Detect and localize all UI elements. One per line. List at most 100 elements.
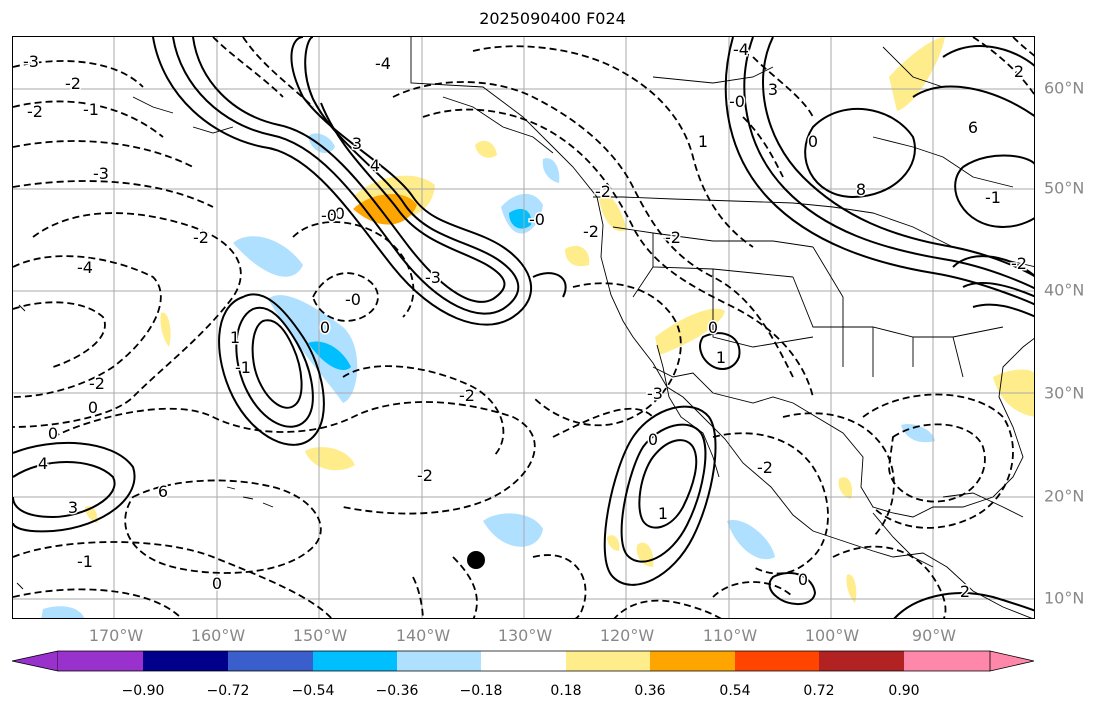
contour-label: 1 (698, 132, 708, 151)
contour-label: -3 (93, 164, 109, 183)
colorbar (11, 650, 1035, 672)
contour-label: -3 (647, 384, 663, 403)
yellow-patch (607, 535, 620, 551)
contour-label: -4 (375, 54, 391, 73)
colorbar-tick-label: −0.18 (459, 683, 503, 699)
contour-label: 0 (808, 132, 818, 151)
yellow-patch (599, 195, 627, 232)
colorbar-tick-label: −0.36 (375, 683, 419, 699)
contour-label: -0 (345, 290, 361, 309)
yellow-patch (353, 193, 417, 225)
colorbar-tick-label: 0.72 (803, 683, 835, 699)
contour-label: 6 (158, 482, 168, 501)
colorbar-segment (819, 651, 904, 671)
longitude-tick-label: 90°W (911, 626, 957, 645)
longitude-tick-label: 150°W (292, 626, 348, 645)
colorbar-tick-label: 0.54 (719, 683, 751, 699)
dashed-contours (13, 37, 1034, 618)
contour-label: -0 (321, 206, 337, 225)
contour-label: -2 (1011, 254, 1027, 273)
contour-label: 1 (658, 504, 668, 523)
colorbar-segment (735, 651, 819, 671)
contour-label: 4 (370, 156, 380, 175)
colorbar-extend-low (11, 650, 59, 672)
yellow-patch (889, 37, 945, 111)
contour-label: 0 (648, 430, 658, 449)
contour-label: -1 (77, 552, 93, 571)
yellow-patch (636, 542, 654, 567)
contour-label: 3 (768, 80, 778, 99)
latitude-tick-label: 20°N (1044, 486, 1085, 506)
contour-label: -4 (733, 40, 749, 59)
longitude-tick-label: 130°W (497, 626, 553, 645)
contour-label: 6 (968, 118, 978, 137)
longitude-tick-label: 110°W (702, 626, 758, 645)
colorbar-segment (566, 651, 650, 671)
colorbar-tick-label: −0.54 (291, 683, 335, 699)
colorbar-tick-label: −0.72 (206, 683, 250, 699)
colorbar-outline (58, 650, 990, 672)
contour-label: -1 (83, 100, 99, 119)
colorbar-segment (313, 651, 397, 671)
blue-patch (542, 158, 560, 183)
yellow-patch (475, 140, 497, 158)
map-title: 2025090400 F024 (479, 9, 626, 28)
colorbar-segment (904, 651, 990, 671)
longitude-tick-label: 140°W (395, 626, 451, 645)
graticule (13, 37, 1034, 618)
colorbar-segment (650, 651, 735, 671)
latitude-tick-label: 30°N (1044, 383, 1085, 403)
contour-label: -0 (329, 204, 345, 223)
contour-label: -2 (665, 228, 681, 247)
contour-label: -4 (77, 258, 93, 277)
blue-patch (727, 519, 775, 560)
blue-patch (308, 133, 335, 153)
contour-label: -1 (985, 188, 1001, 207)
location-marker (467, 551, 485, 569)
solid-contours (13, 37, 1034, 618)
contour-label: 0 (212, 574, 222, 593)
contour-label: -2 (65, 74, 81, 93)
colorbar-tick-label: 0.18 (550, 683, 582, 699)
shading-layer (41, 37, 1034, 618)
colorbar-segment (397, 651, 481, 671)
contour-label: 8 (856, 180, 866, 199)
contour-label: -2 (193, 228, 209, 247)
blue-patch (483, 513, 543, 547)
longitude-tick-label: 170°W (88, 626, 144, 645)
contour-label: -2 (27, 102, 43, 121)
colorbar-tick-label: 0.90 (888, 683, 920, 699)
contour-label: 3 (352, 134, 362, 153)
yellow-patch (565, 245, 590, 267)
longitude-tick-label: 100°W (804, 626, 860, 645)
contour-label: 2 (960, 582, 970, 601)
contour-label: -3 (425, 268, 441, 287)
colorbar-extend-high (989, 650, 1035, 672)
map-panel: -3 -2 -1 -2 -3 -4 -2 -0 0 -1 1 -0 0 -2 -2 -2 -4 3 4 -0 -3 -0-… (12, 36, 1035, 619)
contour-label: -2 (583, 222, 599, 241)
blue-patch (901, 423, 935, 443)
coastlines (16, 37, 1034, 618)
contour-label-layer: -3-2-1-2-3-4-2-00-11-00-2-2-2-434-0-3-0-… (22, 39, 1029, 603)
contour-label: 0 (320, 318, 330, 337)
latitude-tick-label: 10°N (1044, 588, 1085, 608)
yellow-patch (655, 308, 725, 355)
blue-patch (233, 236, 303, 277)
contour-label: 1 (716, 348, 726, 367)
blue-patch (41, 606, 85, 618)
contour-label: -2 (595, 182, 611, 201)
yellow-patch (846, 574, 857, 603)
latitude-tick-label: 50°N (1044, 178, 1085, 198)
colorbar-segment (228, 651, 313, 671)
colorbar-tick-label: 0.36 (634, 683, 666, 699)
latitude-tick-label: 60°N (1044, 78, 1085, 98)
colorbar-segment (481, 651, 566, 671)
contour-label: 1 (230, 328, 240, 347)
contour-label: 0 (48, 424, 58, 443)
contour-label: 2 (1014, 62, 1024, 81)
contour-label: -2 (417, 466, 433, 485)
yellow-patch (305, 447, 355, 471)
latitude-tick-label: 40°N (1044, 280, 1085, 300)
contour-label: -1 (235, 358, 251, 377)
contour-label: -2 (757, 458, 773, 477)
